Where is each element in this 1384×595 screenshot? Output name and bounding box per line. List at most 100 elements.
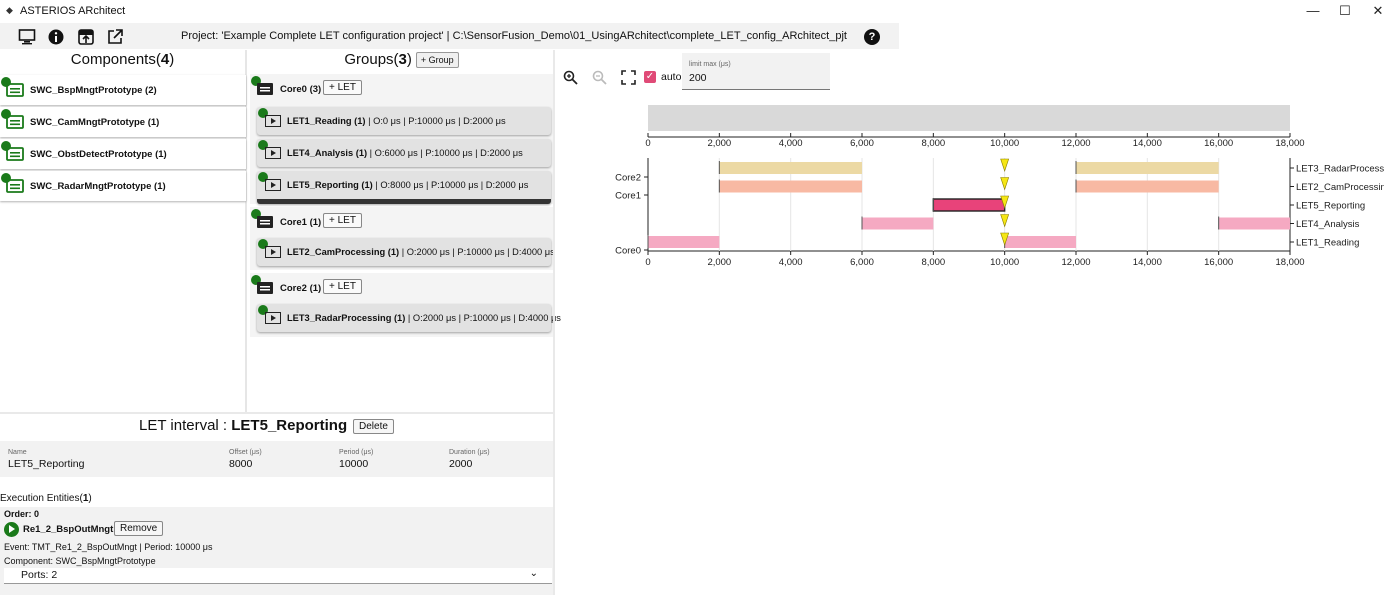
let-info: | O:6000 μs | P:10000 μs | D:2000 μs (367, 148, 523, 158)
horizontal-splitter[interactable] (0, 412, 553, 414)
entity-event: Event: TMT_Re1_2_BspOutMngt | Period: 10… (4, 542, 213, 552)
auto-label: auto (661, 71, 682, 83)
status-dot-icon (1, 109, 11, 119)
play-circle-icon[interactable] (4, 522, 19, 537)
info-icon[interactable] (47, 28, 65, 46)
deadline-marker (1000, 177, 1010, 191)
window-title: ASTERIOS ARchitect (20, 5, 126, 17)
components-heading: Components(4) (70, 51, 175, 68)
let-name: LET3_RadarProcessing (1) (287, 313, 406, 323)
component-icon (6, 147, 24, 161)
top-tick-label: 16,000 (1204, 138, 1233, 149)
component-item[interactable]: SWC_BspMngtPrototype (2) (0, 75, 246, 105)
open-external-icon[interactable] (106, 28, 124, 46)
play-icon (265, 147, 281, 159)
detail-fields: Name LET5_Reporting Offset (μs) 8000 Perio… (0, 441, 553, 477)
maximize-button[interactable]: ☐ (1339, 3, 1351, 18)
limit-max-input[interactable]: limit max (μs) 200 (682, 53, 830, 90)
let-bar (719, 180, 862, 193)
fit-screen-icon[interactable] (621, 70, 636, 85)
ports-expander[interactable]: Ports: 2 ⌄ (4, 568, 552, 584)
execution-entity: Order: 0 Re1_2_BspOutMngt Remove Event: … (0, 507, 553, 595)
deadline-marker (1000, 232, 1010, 246)
let-name: LET1_Reading (1) (287, 116, 366, 126)
component-label: SWC_RadarMngtPrototype (1) (30, 181, 166, 192)
let-info: | O:2000 μs | P:10000 μs | D:4000 μs (405, 313, 561, 323)
order-label: Order: 0 (4, 509, 40, 519)
deadline-marker (1000, 195, 1010, 209)
status-dot-icon (258, 305, 268, 315)
top-tick-label: 6,000 (850, 138, 874, 149)
offset-field[interactable]: Offset (μs) 8000 (229, 449, 262, 470)
export-icon[interactable] (77, 28, 95, 46)
component-item[interactable]: SWC_CamMngtPrototype (1) (0, 107, 246, 137)
row-axis-label: LET1_Reading (1296, 238, 1359, 249)
entity-component: Component: SWC_BspMngtPrototype (4, 556, 156, 566)
zoom-in-icon[interactable] (563, 70, 578, 85)
component-item[interactable]: SWC_ObstDetectPrototype (1) (0, 139, 246, 169)
let-item[interactable]: LET2_CamProcessing (1) | O:2000 μs | P:1… (257, 238, 555, 266)
title-bar: ◆ ASTERIOS ARchitect — ☐ ✕ (0, 0, 1384, 22)
status-dot-icon (1, 77, 11, 87)
let-item-selected[interactable]: LET5_Reporting (1) | O:8000 μs | P:10000… (257, 171, 551, 204)
toolbar: Project: 'Example Complete LET configura… (0, 23, 899, 49)
core-icon (257, 83, 273, 95)
top-tick-label: 18,000 (1275, 138, 1304, 149)
vertical-splitter[interactable] (553, 50, 555, 595)
let-bar (1004, 236, 1076, 248)
play-icon (265, 312, 281, 324)
core-group: Core0 (3) + LET LET1_Reading (1) | O:0 μ… (250, 74, 553, 204)
core-icon (257, 282, 273, 294)
core-header[interactable]: Core2 (1) + LET (250, 273, 553, 303)
component-icon (6, 83, 24, 97)
component-icon (6, 115, 24, 129)
add-let-button[interactable]: + LET (323, 80, 362, 95)
add-let-button[interactable]: + LET (323, 213, 362, 228)
bottom-tick-label: 4,000 (779, 257, 803, 268)
core-header[interactable]: Core1 (1) + LET (250, 207, 553, 237)
core-axis-label: Core1 (615, 191, 641, 202)
groups-panel: Groups(3) + Group Core0 (3) + LET LET1_Re… (250, 50, 561, 412)
row-axis-label: LET5_Reporting (1296, 201, 1365, 212)
monitor-icon[interactable] (18, 28, 36, 46)
entity-name: Re1_2_BspOutMngt (23, 524, 114, 535)
let-bar-selected (932, 198, 1006, 212)
component-icon (6, 179, 24, 193)
name-field[interactable]: Name LET5_Reporting (8, 449, 85, 470)
let-info: | O:0 μs | P:10000 μs | D:2000 μs (365, 116, 506, 126)
close-button[interactable]: ✕ (1372, 3, 1384, 18)
let-item[interactable]: LET1_Reading (1) | O:0 μs | P:10000 μs |… (257, 107, 551, 135)
project-path: Project: 'Example Complete LET configura… (181, 30, 847, 42)
row-axis-label: LET3_RadarProcessing (1296, 164, 1384, 175)
row-axis-label: LET2_CamProcessing (1296, 182, 1384, 193)
bottom-tick-label: 16,000 (1204, 257, 1233, 268)
let-timeline-chart[interactable]: 0 0 2,000 2,000 4,000 4,000 6,000 6,000 8,000 8,0… (556, 100, 1384, 270)
bottom-tick-label: 10,000 (990, 257, 1019, 268)
remove-button[interactable]: Remove (114, 521, 164, 536)
add-group-button[interactable]: + Group (415, 52, 459, 69)
chevron-down-icon: ⌄ (529, 568, 538, 579)
core-header[interactable]: Core0 (3) + LET (250, 74, 553, 104)
bottom-tick-label: 2,000 (707, 257, 731, 268)
status-dot-icon (251, 76, 261, 86)
zoom-out-icon[interactable] (592, 70, 607, 85)
ports-label: Ports: 2 (21, 569, 58, 581)
let-item[interactable]: LET4_Analysis (1) | O:6000 μs | P:10000 … (257, 139, 551, 167)
core-group: Core2 (1) + LET LET3_RadarProcessing (1)… (250, 273, 561, 337)
auto-checkbox[interactable]: ✓ (644, 71, 656, 83)
top-tick-label: 14,000 (1133, 138, 1162, 149)
delete-button[interactable]: Delete (353, 419, 394, 434)
status-dot-icon (251, 209, 261, 219)
let-item[interactable]: LET3_RadarProcessing (1) | O:2000 μs | P… (257, 304, 561, 332)
minimize-button[interactable]: — (1306, 3, 1320, 18)
bottom-tick-label: 18,000 (1275, 257, 1304, 268)
period-field[interactable]: Period (μs) 10000 (339, 449, 374, 470)
components-panel: Components(4) SWC_BspMngtPrototype (2) S… (0, 50, 247, 412)
component-item[interactable]: SWC_RadarMngtPrototype (1) (0, 171, 246, 201)
let-detail-panel: LET interval : LET5_Reporting Delete Nam… (0, 413, 553, 595)
status-dot-icon (251, 275, 261, 285)
duration-field[interactable]: Duration (μs) 2000 (449, 449, 490, 470)
add-let-button[interactable]: + LET (323, 279, 362, 294)
component-label: SWC_BspMngtPrototype (2) (30, 85, 157, 96)
help-icon[interactable]: ? (864, 29, 880, 45)
